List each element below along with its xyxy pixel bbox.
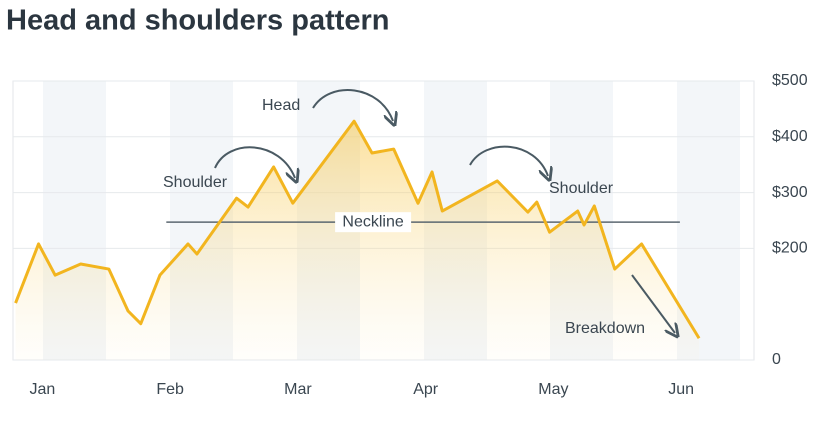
arrows: [214, 89, 675, 333]
area-fill: [15, 121, 700, 361]
x-tick-label: May: [538, 381, 568, 398]
x-tick-label: Apr: [413, 381, 439, 398]
x-tick-label: Mar: [284, 381, 312, 398]
annotation: Shoulder: [549, 180, 614, 197]
y-tick-label: $400: [772, 128, 808, 145]
line: [14, 119, 701, 340]
annotation: Head: [262, 97, 300, 114]
y-tick-label: $200: [772, 240, 808, 257]
y-tick-label: $500: [772, 72, 808, 89]
annotation: Shoulder: [163, 174, 228, 191]
x-tick-label: Jan: [29, 381, 55, 398]
annotation: Breakdown: [565, 320, 645, 337]
x-tick-label: Feb: [156, 381, 184, 398]
annotations: Head Shoulder Shoulder Breakdown: [163, 97, 645, 337]
neckline-label: Neckline: [342, 213, 403, 230]
plot: Neckline: [14, 119, 701, 361]
chart-title: Head and shoulders pattern: [6, 5, 390, 37]
neckline-label-bg: [335, 212, 412, 233]
x-tick-label: Jun: [668, 381, 694, 398]
y-tick-label: 0: [772, 351, 781, 368]
y-tick-label: $300: [772, 184, 808, 201]
